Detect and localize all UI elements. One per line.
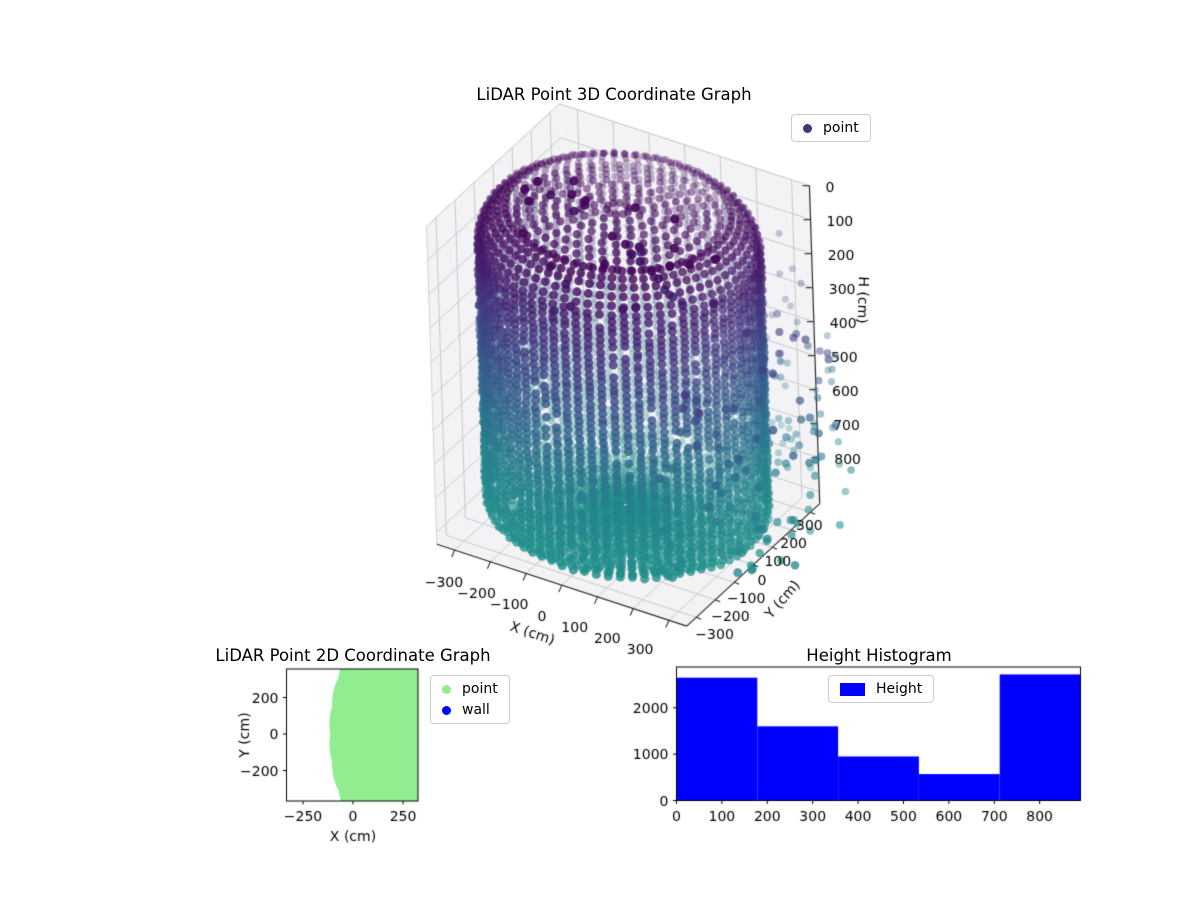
plot3d-legend: point [791, 114, 871, 142]
height-swatch-icon [840, 682, 865, 696]
legend-item-wall: wall [442, 701, 498, 719]
legend-label: Height [876, 681, 923, 697]
wall-marker-icon [442, 705, 451, 715]
plot2d-legend: point wall [430, 675, 510, 724]
hist-legend: Height [828, 675, 935, 703]
legend-label: point [823, 120, 859, 136]
legend-item-point2d: point [442, 680, 498, 698]
point-marker-icon [803, 123, 812, 133]
legend-label: wall [462, 702, 490, 718]
legend-label: point [462, 681, 498, 697]
plot3d-title: LiDAR Point 3D Coordinate Graph [476, 85, 752, 104]
plot2d-title: LiDAR Point 2D Coordinate Graph [215, 646, 491, 665]
legend-item-point3d: point [803, 119, 859, 137]
point-marker-icon [442, 684, 451, 694]
legend-item-height: Height [840, 680, 922, 698]
hist-title: Height Histogram [806, 646, 952, 665]
